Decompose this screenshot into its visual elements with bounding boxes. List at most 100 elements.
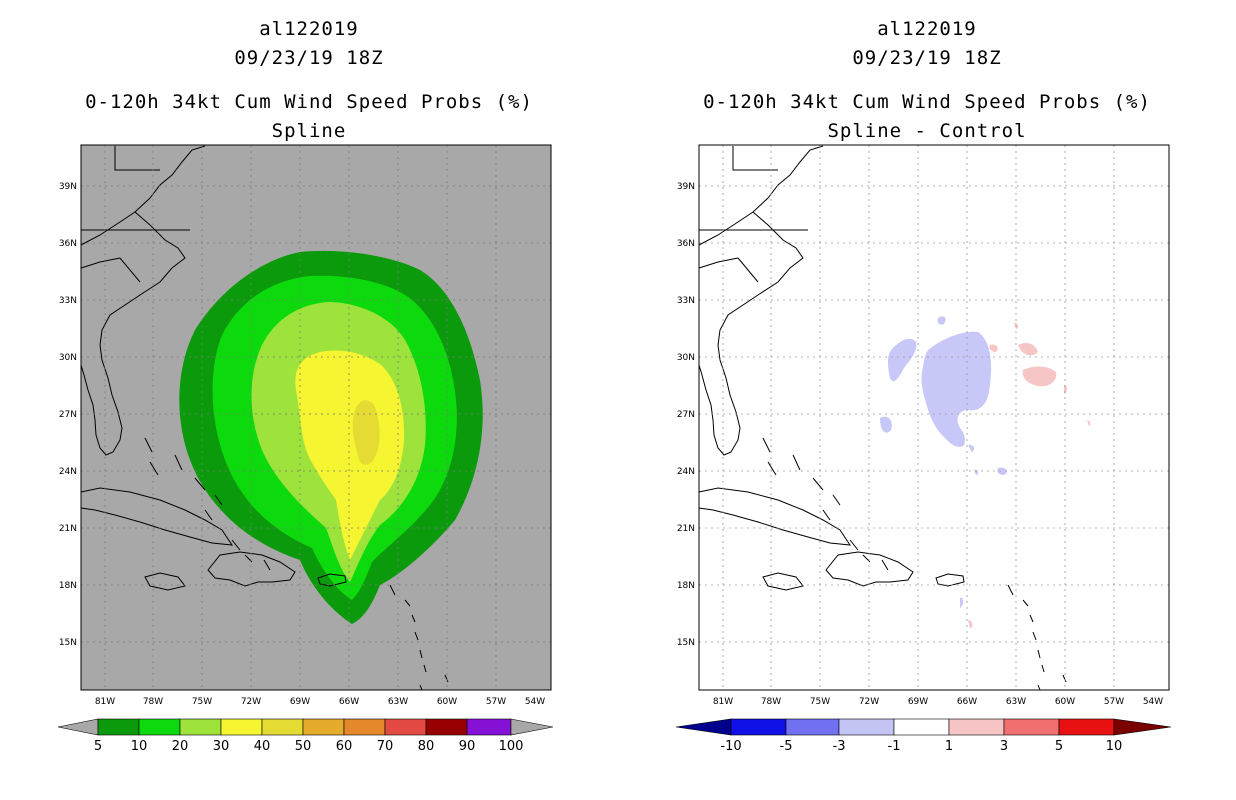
- left-datetime: 09/23/19 18Z: [234, 47, 384, 69]
- left-colorbar-swatch: [261, 718, 304, 736]
- lat-label: 30N: [677, 353, 695, 363]
- lat-label: 30N: [59, 353, 77, 363]
- left-colorbar-swatch: [302, 718, 345, 736]
- positive-blob-2: [1022, 366, 1057, 387]
- lesser-antilles: [389, 584, 449, 691]
- puerto-rico-coast: [317, 573, 347, 587]
- right-colorbar-labels: -10 -5 -3 -1 1 3 5 10: [720, 739, 1122, 754]
- positive-blob-1: [1018, 342, 1038, 356]
- left-storm-id: al122019: [259, 18, 359, 40]
- lon-label: 57W: [1104, 697, 1124, 707]
- right-colorbar-end-low: [675, 718, 732, 736]
- right-colorbar-label: 10: [1106, 739, 1123, 754]
- contour-40: [352, 400, 380, 465]
- lon-label: 63W: [388, 697, 408, 707]
- lat-label: 33N: [677, 296, 695, 306]
- lat-label: 39N: [677, 182, 695, 192]
- lat-label: 27N: [677, 410, 695, 420]
- right-colorbar-swatch: [838, 718, 895, 736]
- left-colorbar-label: 80: [418, 739, 435, 754]
- lat-label: 18N: [677, 581, 695, 591]
- positive-blob-6: [1087, 420, 1091, 426]
- bahamas-islands: [144, 437, 271, 571]
- left-colorbar-swatch: [466, 718, 512, 736]
- jamaica-coast: [144, 572, 186, 591]
- lon-label: 75W: [810, 697, 830, 707]
- right-positive-differences: [968, 322, 1091, 628]
- negative-blob-small-4: [997, 467, 1007, 475]
- lon-label: 66W: [957, 697, 977, 707]
- lon-label: 81W: [713, 697, 733, 707]
- right-colorbar-swatch: [948, 718, 1005, 736]
- left-subtitle: Spline: [271, 120, 347, 142]
- right-lon-labels: 81W 78W 75W 72W 69W 66W 63W 60W 57W 54W: [713, 697, 1163, 707]
- left-colorbar-swatch: [97, 718, 140, 736]
- left-colorbar-label: 100: [499, 739, 524, 754]
- cuba-coast: [80, 487, 234, 546]
- left-colorbar-label: 50: [295, 739, 312, 754]
- bahamas-islands: [762, 437, 889, 571]
- lon-label: 69W: [908, 697, 928, 707]
- positive-blob-3: [989, 344, 998, 352]
- right-colorbar-swatch: [1058, 718, 1115, 736]
- left-colorbar-label: 90: [459, 739, 476, 754]
- hispaniola-coast: [207, 551, 296, 587]
- lat-label: 27N: [59, 410, 77, 420]
- right-colorbar-swatch: [1003, 718, 1060, 736]
- right-plot-frame: [698, 144, 1170, 691]
- left-colorbar-swatch: [179, 718, 222, 736]
- negative-blob-small-3: [968, 444, 975, 452]
- jamaica-coast: [762, 572, 804, 591]
- lon-label: 72W: [241, 697, 261, 707]
- left-colorbar: [57, 718, 554, 736]
- us-state-lines: [698, 146, 808, 283]
- left-colorbar-end-low: [57, 718, 99, 736]
- us-east-coast: [80, 145, 206, 456]
- right-colorbar-end-high: [1113, 718, 1172, 736]
- lesser-antilles: [1007, 584, 1067, 691]
- right-lat-labels: 39N 36N 33N 30N 27N 24N 21N 18N 15N: [677, 182, 695, 648]
- negative-blob-small-6: [960, 597, 963, 608]
- right-colorbar-swatch: [785, 718, 840, 736]
- puerto-rico-coast: [935, 573, 965, 587]
- lon-label: 75W: [192, 697, 212, 707]
- right-colorbar-label: 5: [1055, 739, 1063, 754]
- left-colorbar-label: 70: [377, 739, 394, 754]
- right-colorbar-swatch: [730, 718, 787, 736]
- us-state-lines: [80, 146, 190, 283]
- negative-blob-west: [887, 338, 917, 382]
- right-colorbar: [675, 718, 1172, 736]
- left-lon-labels: 81W 78W 75W 72W 69W 66W 63W 60W 57W 54W: [95, 697, 545, 707]
- left-colorbar-swatch: [138, 718, 181, 736]
- right-subtitle: Spline - Control: [827, 120, 1027, 142]
- negative-blob-main: [921, 331, 992, 447]
- lat-label: 15N: [677, 638, 695, 648]
- right-colorbar-swatch: [893, 718, 950, 736]
- lat-label: 18N: [59, 581, 77, 591]
- lon-label: 54W: [1143, 697, 1163, 707]
- left-lat-labels: 39N 36N 33N 30N 27N 24N 21N 18N 15N: [59, 182, 77, 648]
- right-negative-differences: [880, 316, 1007, 608]
- lon-label: 60W: [437, 697, 457, 707]
- left-colorbar-label: 10: [131, 739, 148, 754]
- lon-label: 66W: [339, 697, 359, 707]
- left-colorbar-swatch: [343, 718, 386, 736]
- left-colorbar-labels: 5 10 20 30 40 50 60 70 80 90 100: [94, 739, 524, 754]
- left-colorbar-end-high: [510, 718, 554, 736]
- left-panel: al122019 09/23/19 18Z 0-120h 34kt Cum Wi…: [57, 18, 554, 754]
- lat-label: 21N: [59, 524, 77, 534]
- right-colorbar-label: 1: [945, 739, 953, 754]
- right-colorbar-label: -5: [780, 739, 793, 754]
- right-panel: al122019 09/23/19 18Z 0-120h 34kt Cum Wi…: [618, 0, 1236, 800]
- lon-label: 81W: [95, 697, 115, 707]
- right-grid: [699, 145, 1169, 690]
- lat-label: 36N: [677, 239, 695, 249]
- negative-blob-small-2: [937, 316, 946, 325]
- right-datetime: 09/23/19 18Z: [852, 47, 1002, 69]
- right-colorbar-label: 3: [1000, 739, 1008, 754]
- lon-label: 72W: [859, 697, 879, 707]
- us-east-coast: [698, 145, 824, 456]
- contour-30: [295, 350, 405, 560]
- left-colorbar-swatch: [425, 718, 468, 736]
- negative-blob-small-1: [880, 416, 892, 433]
